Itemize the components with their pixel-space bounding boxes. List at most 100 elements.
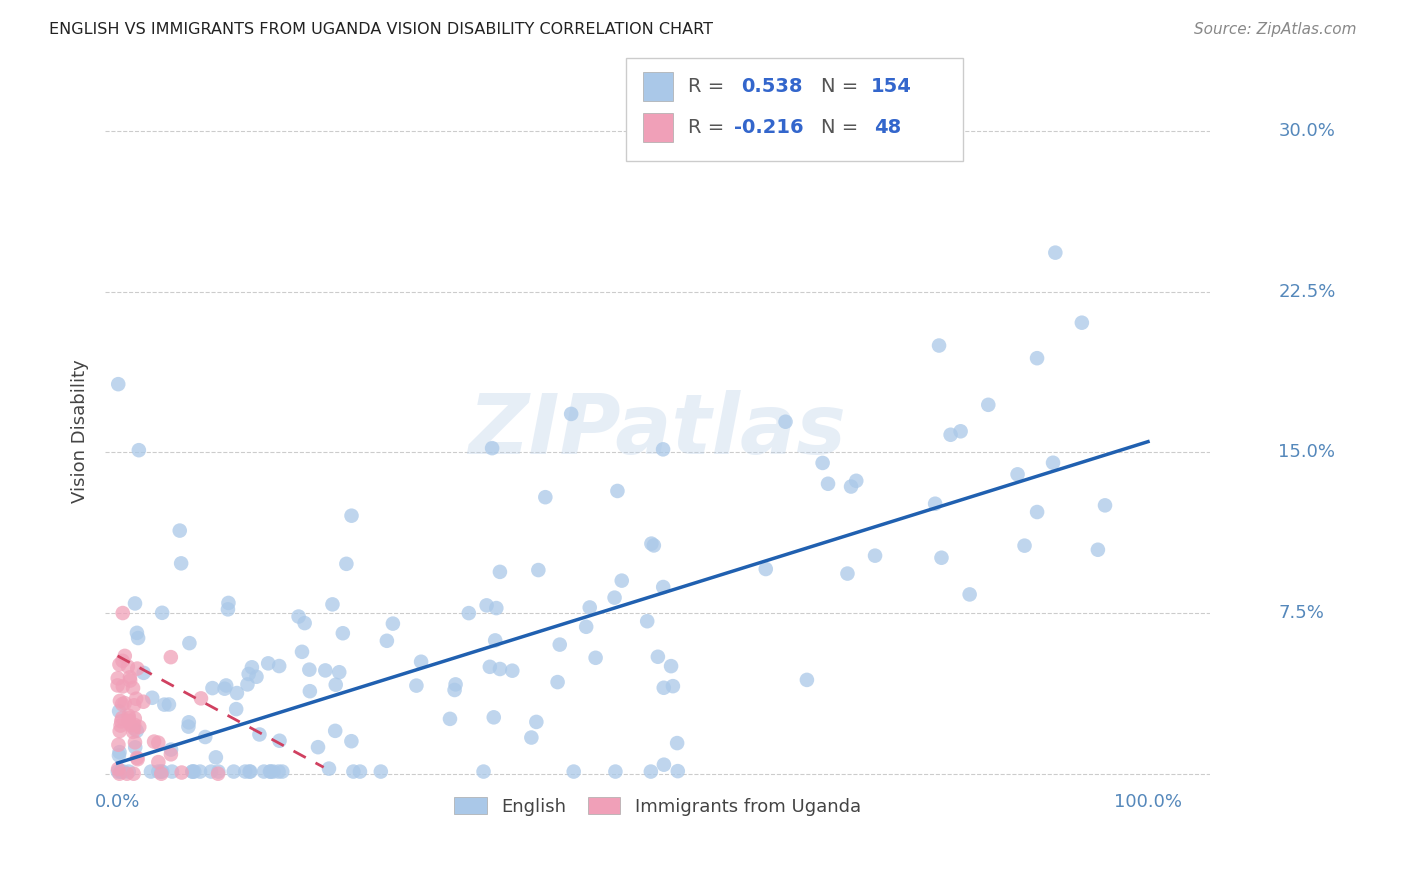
Point	[108, 704, 131, 718]
Point	[107, 762, 129, 776]
Point	[125, 751, 148, 765]
Point	[560, 407, 582, 421]
Point	[107, 764, 129, 779]
Point	[1087, 542, 1109, 557]
Point	[239, 764, 262, 779]
Point	[647, 649, 669, 664]
Point	[924, 497, 946, 511]
Point	[839, 479, 862, 493]
Text: N =: N =	[821, 118, 865, 137]
Point	[524, 714, 547, 729]
Point	[110, 764, 132, 779]
Point	[349, 764, 371, 779]
Point	[110, 718, 132, 732]
Legend: English, Immigrants from Uganda: English, Immigrants from Uganda	[446, 788, 870, 825]
Point	[207, 766, 229, 780]
Point	[547, 675, 569, 690]
Point	[475, 599, 498, 613]
Point	[127, 752, 149, 766]
Point	[287, 609, 309, 624]
Point	[817, 476, 839, 491]
Point	[108, 657, 131, 672]
Point	[321, 598, 343, 612]
Point	[755, 562, 778, 576]
Point	[485, 601, 508, 615]
Point	[959, 587, 981, 601]
Point	[125, 691, 148, 706]
Point	[122, 724, 145, 739]
Point	[148, 736, 170, 750]
Point	[153, 698, 176, 712]
Point	[122, 766, 145, 780]
Text: 48: 48	[875, 118, 901, 137]
Point	[1042, 456, 1064, 470]
Point	[111, 697, 134, 711]
Point	[124, 735, 146, 749]
Point	[253, 764, 276, 779]
Point	[132, 665, 155, 680]
Point	[328, 665, 350, 680]
Point	[225, 702, 247, 716]
Point	[298, 663, 321, 677]
Point	[238, 764, 260, 779]
Point	[114, 696, 136, 710]
Point	[666, 764, 689, 778]
Point	[110, 764, 132, 779]
Point	[240, 660, 263, 674]
Point	[207, 764, 229, 779]
Point	[610, 574, 633, 588]
Point	[132, 695, 155, 709]
Point	[194, 730, 217, 744]
Text: 7.5%: 7.5%	[1278, 604, 1324, 622]
Point	[478, 660, 501, 674]
Point	[205, 750, 228, 764]
Point	[411, 655, 433, 669]
Point	[107, 671, 129, 685]
Point	[117, 659, 139, 673]
Point	[108, 748, 131, 763]
Point	[118, 711, 141, 725]
Point	[375, 633, 398, 648]
Point	[179, 636, 201, 650]
Point	[294, 616, 316, 631]
Point	[381, 616, 404, 631]
Text: 22.5%: 22.5%	[1278, 283, 1336, 301]
Point	[122, 717, 145, 731]
Point	[177, 715, 200, 730]
Point	[575, 620, 598, 634]
Point	[111, 606, 134, 620]
Point	[527, 563, 550, 577]
Point	[652, 580, 675, 594]
Point	[112, 764, 135, 779]
Point	[124, 711, 146, 725]
Point	[200, 764, 222, 779]
Point	[125, 723, 148, 738]
Point	[160, 742, 183, 756]
Point	[141, 690, 163, 705]
Point	[120, 718, 142, 732]
Point	[188, 764, 211, 779]
Point	[775, 415, 797, 429]
Point	[170, 557, 193, 571]
Point	[111, 654, 134, 668]
Point	[201, 681, 224, 695]
Point	[128, 720, 150, 734]
Point	[332, 626, 354, 640]
Point	[335, 557, 357, 571]
Point	[120, 673, 142, 688]
Point	[107, 377, 129, 392]
Point	[148, 755, 170, 769]
Point	[501, 664, 523, 678]
Point	[298, 684, 321, 698]
Point	[214, 681, 236, 696]
Point	[1026, 351, 1049, 366]
Point	[108, 766, 131, 780]
Point	[111, 680, 134, 694]
Point	[139, 764, 162, 779]
Point	[159, 650, 181, 665]
Point	[603, 591, 626, 605]
Point	[118, 764, 141, 779]
Point	[796, 673, 818, 687]
Text: -0.216: -0.216	[734, 118, 804, 137]
Point	[949, 425, 972, 439]
